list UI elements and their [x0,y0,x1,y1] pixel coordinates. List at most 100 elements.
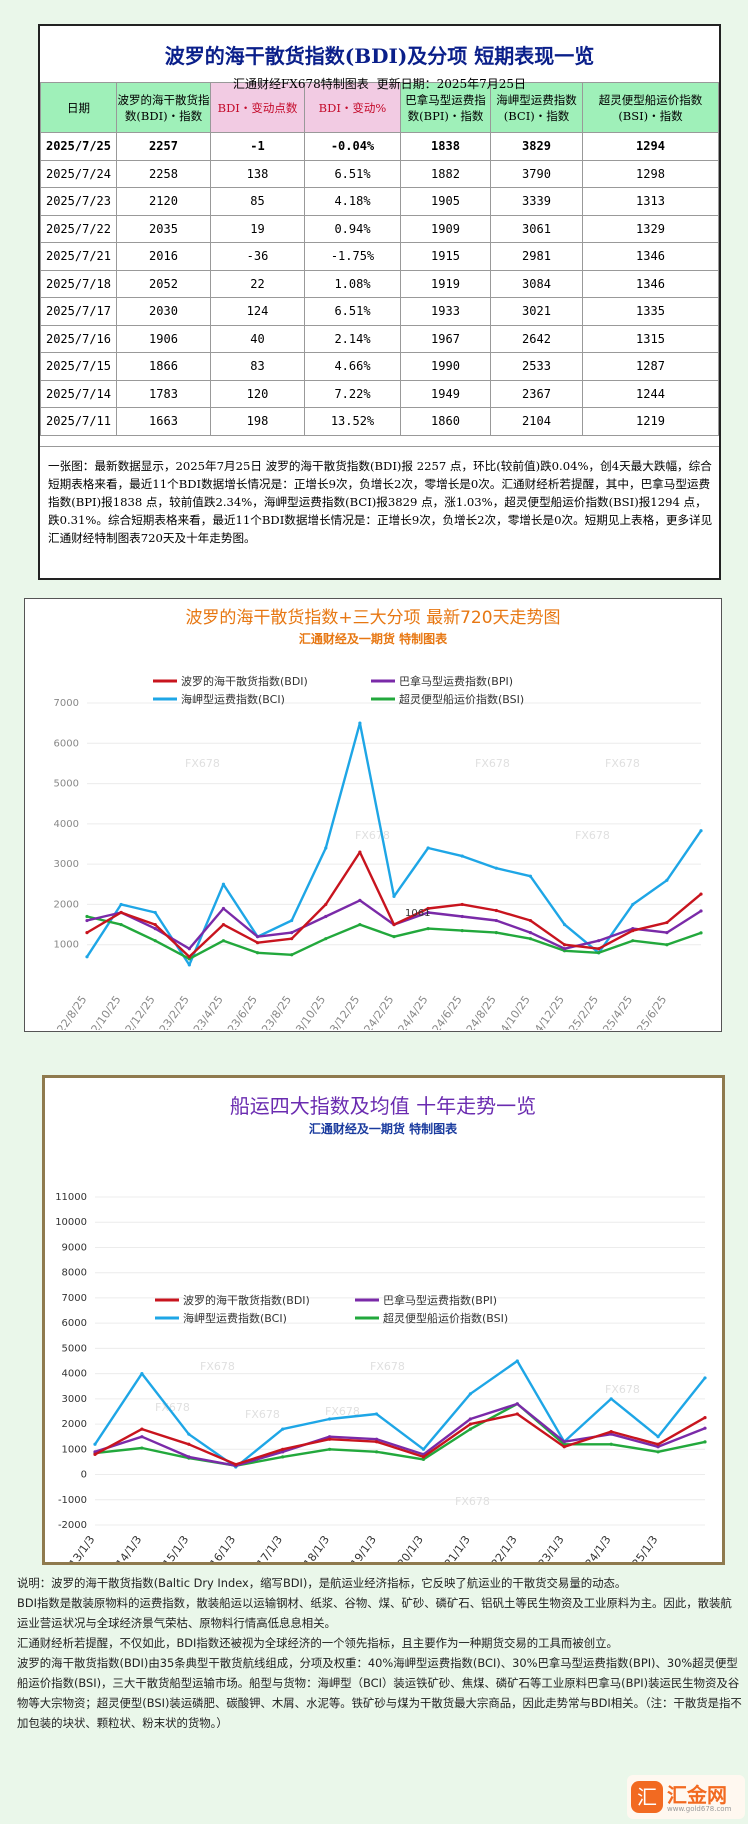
table-cell: 1915 [400,242,491,271]
data-point-bsi [85,914,89,919]
data-point-bpi [221,906,226,911]
y-tick-label: 5000 [54,779,79,790]
data-point-bdi [699,892,703,896]
x-tick-label: 2024/4/25 [388,993,431,1030]
data-point-bci [358,721,362,725]
x-tick-label: 2015/1/3 [152,1533,191,1562]
watermark-text: FX678 [185,757,220,770]
table-description: 一张图：最新数据显示，2025年7月25日 波罗的海干散货指数(BDI)报 22… [40,445,719,547]
data-point-bci [665,878,669,882]
data-point-bdi [656,1442,660,1446]
table-row: 2025/7/18 2052 22 1.08% 1919 3084 1346 [40,269,719,298]
watermark-text: FX678 [605,1383,640,1396]
y-tick-label: 9000 [62,1242,87,1253]
chart-720-days: 波罗的海干散货指数+三大分项 最新720天走势图 汇通财经及一期货 特制图表 100… [24,598,722,1053]
table-row: 2025/7/16 1906 40 2.14% 1967 2642 1315 [40,324,719,353]
table-cell: 13.52% [304,407,401,436]
data-point-bdi [374,1440,379,1444]
table-cell: 3339 [490,187,583,216]
data-point-bci [187,1432,191,1436]
chart-annotation: 1061 [405,908,430,919]
table-cell: 22 [210,269,305,298]
table-cell: 2025/7/18 [40,269,117,298]
table-cell: 3021 [490,297,583,326]
y-tick-label: 3000 [54,859,79,870]
x-tick-label: 2024/1/3 [575,1533,614,1562]
table-row: 2025/7/14 1783 120 7.22% 1949 2367 1244 [40,379,719,408]
watermark-text: FX678 [605,757,640,770]
table-cell: 40 [210,324,305,353]
watermark-text: FX678 [455,1495,490,1508]
x-tick-label: 2017/1/3 [246,1533,285,1562]
data-point-bsi [468,1427,472,1431]
table-cell: 3829 [490,132,583,161]
data-point-bpi [85,918,89,923]
data-point-bdi [153,922,157,927]
data-point-bpi [665,931,669,935]
data-point-bci [290,918,294,923]
data-point-bci [460,854,464,858]
data-point-bsi [374,1450,379,1454]
legend-label: 波罗的海干散货指数(BDI) [183,1293,310,1307]
data-point-bdi [421,1455,426,1459]
watermark-text: FX678 [475,757,510,770]
table-subtitle: 汇通财经FX678特制图表 更新日期：2025年7月25日 [40,75,719,92]
table-maker: 汇通财经FX678特制图表 [232,77,369,91]
data-point-bdi [221,922,226,927]
col-date: 日期 [40,82,117,133]
data-point-bsi [221,939,226,943]
table-cell: 1905 [400,187,491,216]
bdi-table: 日期 波罗的海干散货指数(BDI)・指数 BDI・变动点数 BDI・变动% 巴拿… [40,82,719,436]
data-point-bdi [328,1437,332,1441]
note-paragraph: 汇通财经析若提醒，不仅如此，BDI指数还被视为全球经济的一个领先指标，且主要作为… [17,1636,618,1650]
data-point-bdi [426,906,430,911]
table-cell: 2025/7/23 [40,187,117,216]
x-tick-label: 2025/6/25 [626,993,669,1030]
table-row: 2025/7/24 2258 138 6.51% 1882 3790 1298 [40,159,719,188]
x-tick-label: 2025/2/25 [558,993,601,1030]
data-point-bci [140,1372,144,1376]
x-tick-label: 2025/4/25 [592,993,635,1030]
table-cell: 6.51% [304,159,401,188]
site-logo[interactable]: 汇 汇金网 www.gold678.com [627,1775,745,1819]
table-cell: 2.14% [304,324,401,353]
data-point-bdi [515,1412,519,1416]
col-bdi-change: BDI・变动点数 [210,82,305,133]
data-point-bpi [374,1437,379,1441]
data-point-bci [281,1427,285,1431]
table-cell: 1919 [400,269,491,298]
table-cell: 124 [210,297,305,326]
x-tick-label: 2020/1/3 [387,1533,426,1562]
table-cell: 138 [210,159,305,188]
y-tick-label: 7000 [54,698,79,709]
data-point-bci [328,1417,332,1421]
logo-url: www.gold678.com [667,1805,732,1813]
table-cell: 1783 [116,379,211,408]
table-cell: 1.08% [304,269,401,298]
table-cell: 1906 [116,324,211,353]
data-point-bsi [140,1446,144,1450]
y-tick-label: 3000 [62,1394,87,1405]
table-cell: 1838 [400,132,491,161]
data-point-bpi [562,947,567,951]
data-point-bsi [494,931,498,935]
data-point-bci [515,1359,519,1363]
table-cell: 2367 [490,379,583,408]
table-cell: 2016 [116,242,211,271]
legend-label: 超灵便型船运价指数(BSI) [399,692,524,706]
data-point-bpi [699,909,703,913]
x-tick-label: 2023/6/25 [217,993,260,1030]
x-tick-label: 2023/1/3 [528,1533,567,1562]
table-cell: 1346 [582,242,719,271]
data-point-bci [324,846,328,850]
data-point-bci [93,1442,97,1446]
table-cell: 1315 [582,324,719,353]
table-cell: 2030 [116,297,211,326]
chart-ten-year: 船运四大指数及均值 十年走势一览 汇通财经及一期货 特制图表 -2000 -1000 0… [42,1075,725,1581]
data-point-bdi [703,1415,707,1420]
table-cell: 83 [210,352,305,381]
table-cell: 1346 [582,269,719,298]
table-cell: 1244 [582,379,719,408]
table-row: 2025/7/15 1866 83 4.66% 1990 2533 1287 [40,352,719,381]
data-point-bdi [140,1427,144,1431]
